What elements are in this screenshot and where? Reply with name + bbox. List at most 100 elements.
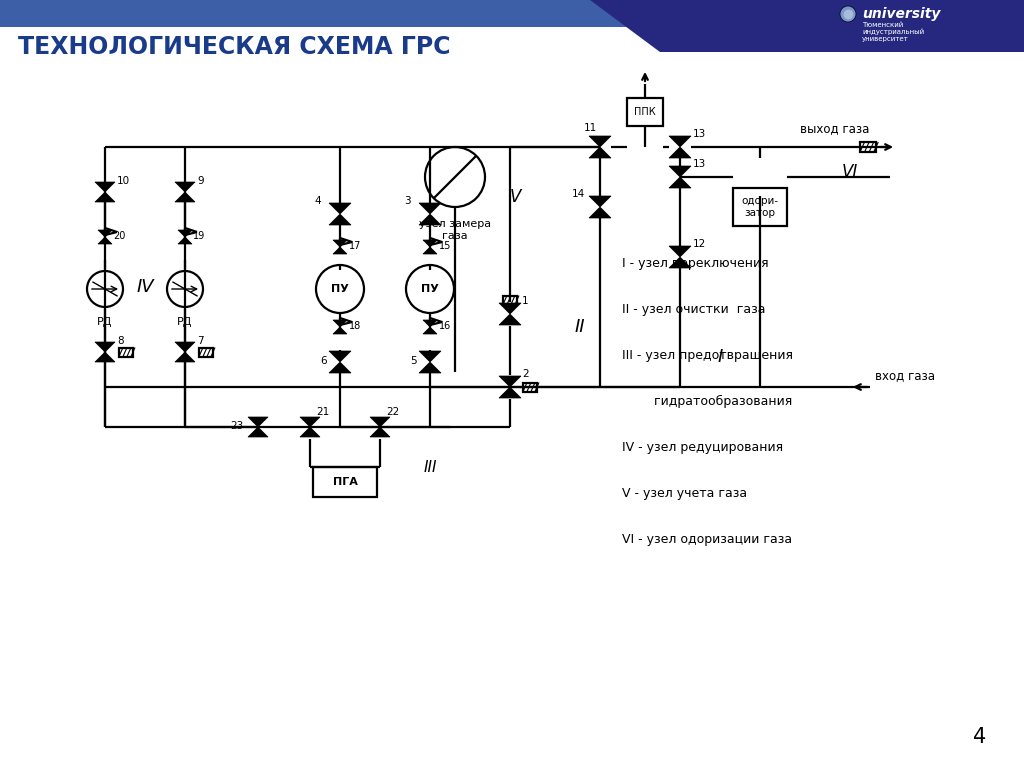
Text: VI - узел одоризации газа: VI - узел одоризации газа	[622, 533, 793, 546]
Polygon shape	[329, 214, 351, 225]
Text: 13: 13	[693, 129, 707, 139]
Polygon shape	[499, 376, 521, 387]
Text: 10: 10	[117, 176, 130, 186]
Text: 14: 14	[572, 189, 586, 199]
Polygon shape	[329, 203, 351, 214]
Text: 5: 5	[410, 356, 417, 366]
Polygon shape	[333, 327, 347, 334]
Text: V - узел учета газа: V - узел учета газа	[622, 487, 748, 500]
Bar	[627, 98, 663, 126]
Polygon shape	[419, 214, 441, 225]
Text: 2: 2	[522, 369, 528, 379]
Circle shape	[316, 265, 364, 313]
Polygon shape	[370, 417, 390, 427]
Text: газа: газа	[442, 231, 468, 241]
Text: узел замера: узел замера	[419, 219, 492, 229]
Polygon shape	[589, 207, 611, 218]
Polygon shape	[370, 427, 390, 437]
Polygon shape	[175, 192, 195, 202]
Text: ТЕХНОЛОГИЧЕСКАЯ СХЕМА ГРС: ТЕХНОЛОГИЧЕСКАЯ СХЕМА ГРС	[18, 35, 451, 59]
Polygon shape	[98, 230, 112, 237]
Polygon shape	[95, 352, 115, 362]
Polygon shape	[300, 417, 319, 427]
Text: IV: IV	[136, 278, 154, 296]
Polygon shape	[423, 247, 437, 254]
Polygon shape	[95, 342, 115, 352]
Polygon shape	[329, 351, 351, 362]
Text: IV - узел редуцирования: IV - узел редуцирования	[622, 441, 783, 454]
Text: 17: 17	[349, 241, 361, 251]
Text: 4: 4	[974, 727, 987, 747]
Polygon shape	[175, 342, 195, 352]
Text: 19: 19	[193, 231, 205, 241]
Text: 23: 23	[230, 421, 244, 431]
Circle shape	[840, 6, 856, 22]
Circle shape	[425, 147, 485, 207]
Polygon shape	[248, 427, 268, 437]
Text: 1: 1	[522, 296, 528, 306]
Text: Тюменский
индустриальный
университет: Тюменский индустриальный университет	[862, 21, 924, 42]
Text: I - узел переключения: I - узел переключения	[622, 257, 769, 270]
Polygon shape	[589, 147, 611, 158]
Polygon shape	[590, 0, 1024, 52]
Text: 6: 6	[319, 356, 327, 366]
Polygon shape	[669, 257, 691, 268]
Text: ППК: ППК	[634, 107, 655, 117]
Text: 4: 4	[314, 196, 321, 206]
Text: 13: 13	[693, 159, 707, 169]
Text: III - узел предотвращения: III - узел предотвращения	[622, 349, 793, 362]
Polygon shape	[669, 136, 691, 147]
Polygon shape	[95, 192, 115, 202]
Polygon shape	[178, 230, 193, 237]
Bar	[523, 383, 537, 391]
Polygon shape	[333, 240, 347, 247]
Text: II - узел очистки  газа: II - узел очистки газа	[622, 303, 766, 316]
Text: ПУ: ПУ	[331, 284, 349, 294]
Text: university: university	[862, 7, 940, 21]
Text: 12: 12	[693, 239, 707, 249]
Text: 3: 3	[404, 196, 411, 206]
Polygon shape	[333, 247, 347, 254]
Polygon shape	[423, 327, 437, 334]
Text: гидратообразования: гидратообразования	[622, 395, 793, 408]
Text: вход газа: вход газа	[874, 369, 935, 382]
Text: 22: 22	[386, 407, 399, 417]
Polygon shape	[98, 237, 112, 244]
Text: 7: 7	[197, 336, 204, 346]
Polygon shape	[499, 303, 521, 314]
Text: ПУ: ПУ	[421, 284, 439, 294]
Circle shape	[406, 265, 454, 313]
Polygon shape	[423, 240, 437, 247]
Text: 9: 9	[197, 176, 204, 186]
Polygon shape	[175, 352, 195, 362]
Bar	[0, 0, 1024, 27]
Text: РД: РД	[177, 317, 193, 327]
Text: РД: РД	[97, 317, 113, 327]
Text: III: III	[423, 459, 437, 475]
Polygon shape	[419, 203, 441, 214]
Bar	[119, 347, 133, 357]
Text: V: V	[509, 188, 520, 206]
Text: 15: 15	[439, 241, 452, 251]
Text: затор: затор	[744, 208, 775, 218]
Text: выход газа: выход газа	[800, 122, 869, 135]
Polygon shape	[419, 351, 441, 362]
Text: одори-: одори-	[741, 196, 778, 206]
Polygon shape	[419, 362, 441, 373]
Text: 16: 16	[439, 321, 452, 331]
Text: 8: 8	[117, 336, 124, 346]
Polygon shape	[589, 196, 611, 207]
Polygon shape	[95, 182, 115, 192]
Text: 11: 11	[584, 123, 597, 133]
Polygon shape	[669, 246, 691, 257]
Bar	[860, 142, 876, 152]
Polygon shape	[499, 387, 521, 398]
Polygon shape	[178, 237, 193, 244]
Polygon shape	[423, 320, 437, 327]
Bar	[199, 347, 213, 357]
Text: VI: VI	[842, 163, 858, 181]
Polygon shape	[669, 147, 691, 158]
Bar	[313, 467, 377, 497]
Text: I: I	[718, 348, 723, 366]
Text: ПГА: ПГА	[333, 477, 357, 487]
